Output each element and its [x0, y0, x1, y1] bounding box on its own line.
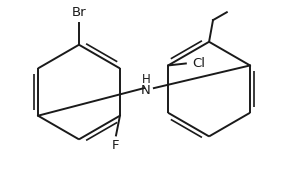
Text: Cl: Cl — [192, 57, 205, 70]
Text: F: F — [111, 139, 119, 152]
Text: H: H — [142, 73, 150, 86]
Text: Br: Br — [72, 6, 86, 19]
Text: N: N — [141, 84, 151, 97]
